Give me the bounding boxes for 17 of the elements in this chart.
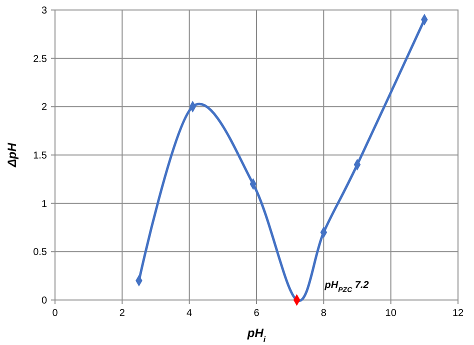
x-axis-title: pH$_{i}$ [246, 326, 266, 344]
y-tick-label: 2.5 [33, 54, 48, 65]
y-tick-label: 1.5 [33, 150, 48, 162]
x-tick-label: 2 [119, 308, 126, 319]
x-tick-label: 10 [385, 308, 397, 319]
y-tick-label: 1 [41, 198, 48, 210]
annotation: pH$_{PZC}$ 7.2 [324, 280, 370, 294]
x-tick-label: 8 [320, 308, 327, 319]
y-tick-label: 2 [41, 102, 48, 114]
y-tick-label: 0 [41, 296, 48, 306]
x-tick-label: 0 [52, 308, 58, 319]
y-axis-title: ΔpH [5, 142, 19, 168]
x-tick-label: 4 [186, 308, 193, 319]
y-tick-label: 0.5 [33, 247, 48, 258]
x-tick-label: 12 [452, 308, 464, 319]
x-tick-label: 6 [254, 308, 260, 319]
y-tick-label: 3 [41, 6, 48, 16]
